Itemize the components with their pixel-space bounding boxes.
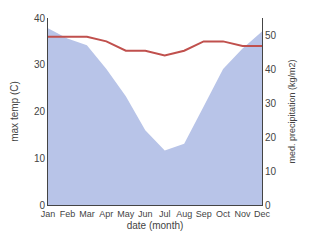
svg-text:date (month): date (month) xyxy=(127,220,184,231)
svg-text:Mar: Mar xyxy=(79,209,95,219)
svg-text:med. precipitation (kg/m2): med. precipitation (kg/m2) xyxy=(287,59,297,163)
svg-text:Apr: Apr xyxy=(99,209,113,219)
svg-text:Oct: Oct xyxy=(216,209,231,219)
svg-text:Feb: Feb xyxy=(60,209,76,219)
svg-text:0: 0 xyxy=(39,200,45,211)
svg-text:May: May xyxy=(117,209,135,219)
svg-text:Jan: Jan xyxy=(41,209,56,219)
svg-text:50: 50 xyxy=(265,30,277,41)
svg-text:40: 40 xyxy=(265,64,277,75)
svg-text:10: 10 xyxy=(265,166,277,177)
svg-text:30: 30 xyxy=(34,59,46,70)
svg-text:30: 30 xyxy=(265,98,277,109)
svg-text:Nov: Nov xyxy=(235,209,252,219)
svg-text:Sep: Sep xyxy=(196,209,212,219)
svg-text:Aug: Aug xyxy=(176,209,192,219)
svg-text:10: 10 xyxy=(34,153,46,164)
svg-text:20: 20 xyxy=(34,106,46,117)
svg-text:max temp (C): max temp (C) xyxy=(9,81,20,142)
svg-text:Dec: Dec xyxy=(254,209,271,219)
svg-text:40: 40 xyxy=(34,13,46,24)
svg-text:0: 0 xyxy=(265,200,271,211)
svg-text:20: 20 xyxy=(265,132,277,143)
svg-text:Jul: Jul xyxy=(159,209,171,219)
svg-text:Jun: Jun xyxy=(138,209,153,219)
